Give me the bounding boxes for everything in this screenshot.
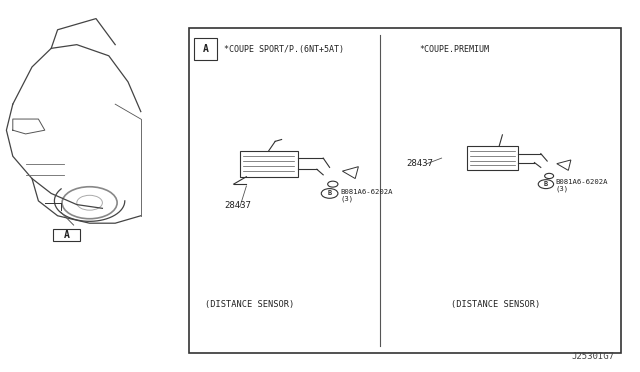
Text: B: B bbox=[328, 190, 332, 196]
Text: J2530IG7: J2530IG7 bbox=[572, 352, 614, 361]
FancyBboxPatch shape bbox=[53, 229, 80, 241]
Bar bbox=[240, 151, 298, 177]
Text: (DISTANCE SENSOR): (DISTANCE SENSOR) bbox=[205, 300, 294, 309]
Text: *COUPE.PREMIUM: *COUPE.PREMIUM bbox=[419, 45, 489, 54]
Text: 28437: 28437 bbox=[224, 201, 251, 210]
Text: (DISTANCE SENSOR): (DISTANCE SENSOR) bbox=[451, 300, 541, 309]
Text: B081A6-6202A
(3): B081A6-6202A (3) bbox=[556, 179, 608, 192]
Text: A: A bbox=[63, 230, 70, 240]
Text: 28437: 28437 bbox=[406, 158, 433, 167]
Bar bbox=[467, 146, 518, 170]
Bar bbox=[189, 28, 621, 353]
Text: *COUPE SPORT/P.(6NT+5AT): *COUPE SPORT/P.(6NT+5AT) bbox=[224, 45, 344, 54]
Polygon shape bbox=[342, 167, 358, 179]
Text: B: B bbox=[544, 181, 548, 187]
Text: A: A bbox=[202, 44, 209, 54]
Polygon shape bbox=[557, 160, 571, 170]
Text: B081A6-6202A
(3): B081A6-6202A (3) bbox=[340, 189, 393, 202]
FancyBboxPatch shape bbox=[194, 38, 217, 60]
